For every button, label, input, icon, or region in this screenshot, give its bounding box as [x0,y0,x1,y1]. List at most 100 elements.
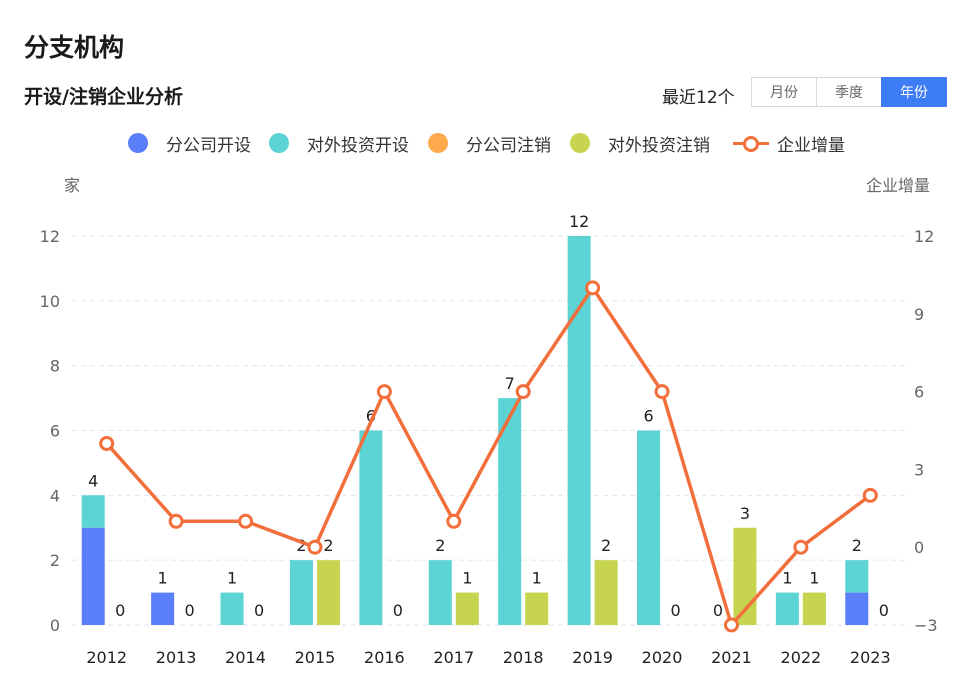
left-axis-unit: 家 [64,176,81,195]
line-point [654,384,670,400]
left-axis-tick-label: 4 [50,486,60,505]
x-axis-tick-label: 2017 [433,648,474,667]
right-axis-tick-label: 6 [914,383,924,402]
legend-invest-open-dot-icon [269,133,289,153]
right-axis-tick-label: −3 [914,616,938,635]
open-total-label: 6 [366,407,376,426]
bar-invest-open [81,495,105,528]
close-total-label: 3 [740,504,750,523]
line-point [238,513,254,529]
open-total-label: 2 [435,536,445,555]
close-total-label: 1 [532,569,542,588]
x-axis-tick-label: 2020 [642,648,683,667]
close-total-label: 0 [393,601,403,620]
bar-branch-open [845,592,869,625]
bar-branch-open [151,592,175,625]
open-total-label: 12 [569,212,589,231]
open-total-label: 1 [158,569,168,588]
legend-branch-open-dot-icon [128,133,148,153]
legend-invest-open-label: 对外投资开设 [307,135,409,156]
bar-invest-open [289,560,313,625]
open-total-label: 2 [296,536,306,555]
legend-line-marker-icon [733,133,769,153]
bar-invest-close [525,592,549,625]
legend-branch-close-label: 分公司注销 [466,135,551,156]
bar-invest-close [594,560,618,625]
left-axis-tick-label: 10 [40,292,60,311]
section-title: 开设/注销企业分析 [24,86,183,108]
open-total-label: 1 [227,569,237,588]
x-axis-tick-label: 2016 [364,648,405,667]
close-total-label: 0 [115,601,125,620]
bar-invest-close [455,592,479,625]
right-axis-unit: 企业增量 [866,176,931,195]
line-point [793,539,809,555]
right-axis-tick-label: 3 [914,460,924,479]
bar-invest-open [428,560,452,625]
line-point [585,280,601,296]
legend-branch-close[interactable]: 分公司注销 [428,128,551,158]
open-total-label: 6 [643,407,653,426]
x-axis-tick-label: 2015 [295,648,336,667]
legend-net-line[interactable]: 企业增量 [733,128,845,158]
bar-invest-open [359,430,383,625]
tab-month[interactable]: 月份 [751,77,817,107]
tab-quarter[interactable]: 季度 [816,77,882,107]
left-axis-tick-label: 8 [50,357,60,376]
open-total-label: 4 [88,471,98,490]
bar-branch-open [81,527,105,625]
line-point [307,539,323,555]
close-total-label: 0 [879,601,889,620]
right-axis-tick-label: 0 [914,538,924,557]
legend-branch-open-label: 分公司开设 [166,135,251,156]
x-axis-tick-label: 2019 [572,648,613,667]
chart-legend: 分公司开设 对外投资开设 分公司注销 对外投资注销 企业增量 [0,128,980,158]
legend-invest-close-label: 对外投资注销 [608,135,710,156]
bar-invest-open [498,398,522,625]
x-axis-tick-label: 2022 [781,648,822,667]
close-total-label: 0 [670,601,680,620]
x-axis-tick-label: 2021 [711,648,752,667]
bar-invest-close [802,592,826,625]
x-axis-tick-label: 2018 [503,648,544,667]
period-tabs: 月份 季度 年份 [751,77,947,107]
left-axis-tick-label: 2 [50,551,60,570]
legend-net-line-label: 企业增量 [777,135,845,156]
recent-period-label: 最近12个 [662,88,735,108]
line-point [376,384,392,400]
bar-invest-close [733,527,757,625]
x-axis-tick-label: 2014 [225,648,266,667]
close-total-label: 1 [809,569,819,588]
line-point [446,513,462,529]
right-axis-tick-label: 9 [914,305,924,324]
right-axis-tick-label: 12 [914,227,934,246]
bar-invest-open [775,592,799,625]
left-axis-tick-label: 6 [50,422,60,441]
legend-invest-close[interactable]: 对外投资注销 [570,128,710,158]
legend-branch-open[interactable]: 分公司开设 [128,128,251,158]
bar-invest-open [845,560,869,593]
legend-invest-open[interactable]: 对外投资开设 [269,128,409,158]
bar-invest-close [316,560,340,625]
x-axis-tick-label: 2012 [86,648,127,667]
open-total-label: 0 [713,601,723,620]
page-title: 分支机构 [24,33,125,62]
close-total-label: 0 [185,601,195,620]
close-total-label: 2 [323,536,333,555]
open-total-label: 7 [505,374,515,393]
line-point [515,384,531,400]
line-point [168,513,184,529]
line-point [99,435,115,451]
tab-year[interactable]: 年份 [881,77,947,107]
close-total-label: 1 [462,569,472,588]
legend-branch-close-dot-icon [428,133,448,153]
legend-invest-close-dot-icon [570,133,590,153]
legend-line-circle [743,136,759,152]
close-total-label: 2 [601,536,611,555]
close-total-label: 0 [254,601,264,620]
x-axis-tick-label: 2013 [156,648,197,667]
bar-invest-open [567,236,591,625]
x-axis-tick-label: 2023 [850,648,891,667]
line-point [862,487,878,503]
